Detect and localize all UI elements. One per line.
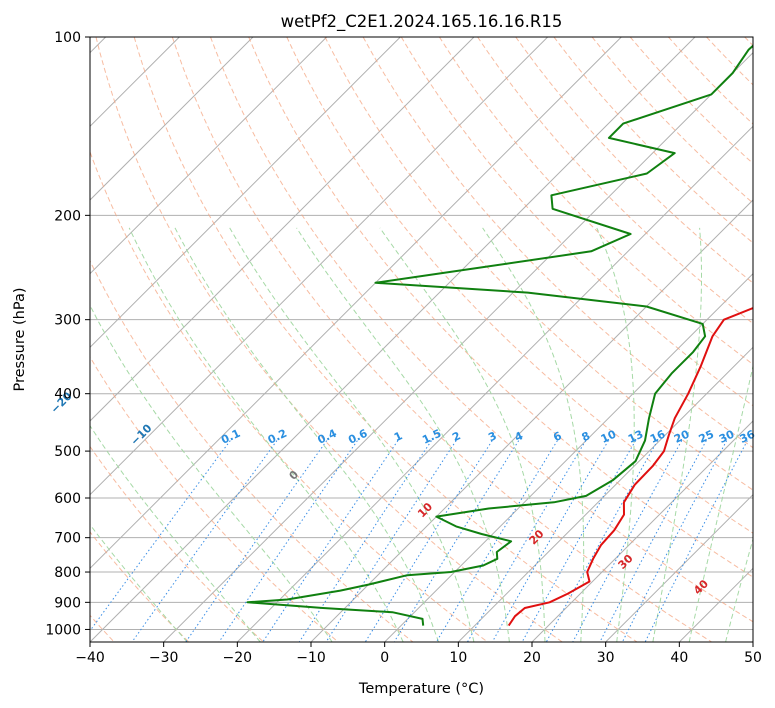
moist-adiabat-line [174, 227, 439, 642]
y-tick-label: 900 [54, 595, 81, 611]
dry-adiabat-line [629, 37, 753, 165]
series-dewpoint-line [246, 44, 753, 626]
x-tick-label: 30 [597, 650, 615, 666]
moist-adiabat-line [90, 424, 261, 642]
mixing-ratio-line [262, 440, 399, 642]
series-temperature-line [507, 307, 753, 627]
y-tick-label: 500 [54, 444, 81, 460]
mixing-ratio-line [435, 440, 558, 642]
mixing-ratio-line [467, 440, 587, 642]
moist-adiabat-line [379, 227, 546, 642]
mixing-ratio-line [644, 440, 748, 642]
dry-adiabat-line [324, 37, 753, 491]
y-tick-label: 400 [54, 387, 81, 403]
moist-adiabat-line [596, 227, 635, 642]
x-tick-label: 50 [744, 650, 762, 666]
y-axis-label: Pressure (hPa) [12, 287, 28, 391]
mixing-ratio-line [185, 440, 328, 642]
isotherm-line [90, 37, 549, 496]
mixing-ratio-label: 36 [738, 427, 758, 445]
y-tick-label: 700 [54, 531, 81, 547]
mixing-ratio-line [218, 440, 358, 642]
moist-adiabat-line [229, 227, 475, 642]
x-axis-label: Temperature (°C) [358, 681, 484, 697]
isotherm-line [90, 37, 475, 422]
dry-adiabat-line [95, 37, 563, 642]
mixing-ratio-line [521, 440, 637, 642]
mixing-ratio-label: 20 [672, 427, 692, 445]
dry-adiabat-line [210, 37, 753, 623]
dry-adiabat-line [90, 259, 414, 642]
dry-adiabat-line [362, 37, 753, 449]
mixing-ratio-label: 25 [697, 428, 716, 446]
x-tick-label: 40 [670, 650, 688, 666]
mixing-ratio-label: 13 [626, 428, 645, 446]
isotherm-line [531, 420, 753, 642]
isotherm-line [90, 37, 254, 201]
moist-adiabat-line [90, 304, 333, 642]
x-tick-label: 0 [380, 650, 389, 666]
mixing-ratio-line [131, 440, 278, 642]
dry-adiabat-line [438, 37, 753, 365]
y-tick-label: 300 [54, 313, 81, 329]
isotherm-line [90, 37, 696, 642]
mixing-ratio-label: 30 [717, 427, 737, 445]
dry-adiabat-line [553, 37, 753, 244]
x-tick-label: −40 [75, 650, 105, 666]
dry-adiabat-line [133, 37, 638, 642]
dry-adiabat-line [286, 37, 753, 534]
y-tick-label: 600 [54, 491, 81, 507]
mixing-ratio-line [545, 440, 659, 642]
dry-adiabat-line [90, 445, 264, 642]
x-tick-label: −10 [296, 650, 326, 666]
isotherm-line [163, 51, 753, 642]
x-tick-label: −20 [223, 650, 253, 666]
isotherm-line [90, 37, 401, 349]
y-tick-label: 1000 [45, 622, 81, 638]
isotherm-line [605, 493, 753, 642]
x-tick-label: 20 [523, 650, 541, 666]
y-tick-label: 800 [54, 565, 81, 581]
isotherm-line [752, 641, 753, 642]
moist-adiabat-line [90, 523, 188, 642]
isotherm-line [90, 37, 328, 275]
isotherm-line [236, 125, 753, 642]
mixing-ratio-line [90, 440, 231, 632]
isotherm-line [90, 37, 622, 570]
dry-adiabat-line [248, 37, 753, 578]
chart-title: wetPf2_C2E1.2024.165.16.16.R15 [281, 12, 563, 32]
mixing-ratio-line [621, 440, 728, 642]
dry-adiabat-line [515, 37, 753, 284]
mixing-ratio-line [491, 440, 609, 642]
plot-frame [89, 36, 754, 643]
moist-adiabat-line [128, 227, 404, 642]
mixing-ratio-line [325, 440, 457, 642]
y-tick-label: 200 [54, 208, 81, 224]
plot-background [90, 37, 753, 642]
isotherm-line [384, 272, 753, 642]
dry-adiabat-line [90, 355, 339, 642]
y-tick-label: 100 [54, 30, 81, 46]
mixing-ratio-label: 16 [648, 427, 668, 445]
x-tick-label: −30 [149, 650, 179, 666]
isotherm-line [457, 346, 753, 642]
mixing-ratio-label: 10 [599, 427, 619, 445]
x-tick-label: 10 [449, 650, 467, 666]
moist-adiabat-line [482, 227, 585, 642]
dry-adiabat-line [171, 37, 712, 642]
dry-adiabat-line [400, 37, 753, 407]
